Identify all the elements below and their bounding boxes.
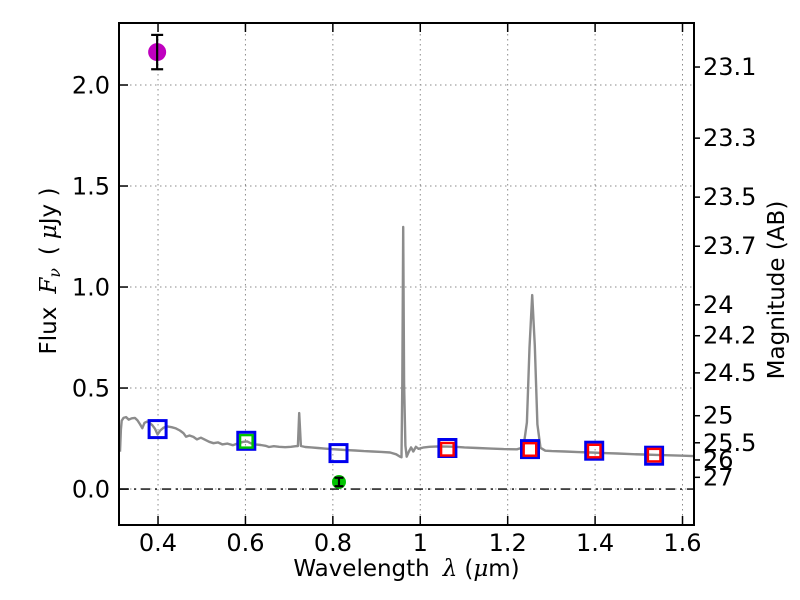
- mu-symbol: μ: [473, 556, 489, 582]
- x-axis-label: Wavelength λ (μm): [120, 556, 693, 582]
- y-right-tick-label: 23.3: [703, 124, 756, 152]
- x-tick-label: 1.2: [489, 529, 527, 557]
- flux-symbol: F: [35, 277, 62, 294]
- observed-flux-square-blue: [328, 443, 349, 464]
- y-right-tick-label: 23.1: [703, 53, 756, 81]
- lambda-symbol: λ: [442, 556, 458, 582]
- x-axis-unit-open: (: [464, 556, 474, 582]
- y-right-tick-label: 24.2: [703, 322, 756, 350]
- model-flux-square-red: [439, 441, 455, 457]
- y-right-tick-label: 23.7: [703, 232, 756, 260]
- y-axis-right-label: Magnitude (AB): [764, 201, 790, 380]
- model-flux-square-red: [646, 447, 662, 463]
- y-left-tick-label: 1.5: [72, 173, 110, 201]
- y-right-tick-label: 25.5: [703, 429, 756, 457]
- observed-flux-square-blue: [236, 430, 257, 451]
- y-right-tick-label: 27: [703, 463, 734, 491]
- y-right-tick-label: 24.5: [703, 359, 756, 387]
- observed-flux-square-blue: [147, 419, 168, 440]
- x-tick-label: 0.6: [226, 529, 264, 557]
- model-flux-square-red: [586, 443, 602, 459]
- x-tick-label: 0.4: [139, 529, 177, 557]
- y-right-tick-label: 26: [703, 446, 734, 474]
- y-axis-unit-open: (: [35, 246, 62, 256]
- y-axis-left-label: Flux Fν ( μJy ): [36, 188, 64, 355]
- observed-flux-square-blue: [644, 445, 665, 466]
- y-right-tick-label: 24: [703, 291, 734, 319]
- y-axis-unit-close: Jy ): [35, 187, 62, 225]
- y-left-tick-label: 0.5: [72, 375, 110, 403]
- x-axis-unit-close: m): [488, 556, 520, 582]
- model-flux-square-red: [522, 442, 538, 457]
- x-tick-label: 1.6: [663, 529, 701, 557]
- model-spectrum-line: [118, 225, 694, 459]
- x-tick-label: 0.8: [314, 529, 352, 557]
- y-left-tick-label: 0.0: [72, 476, 110, 504]
- y-left-tick-label: 1.0: [72, 274, 110, 302]
- mu-symbol: μ: [35, 224, 62, 240]
- observed-flux-square-blue: [520, 439, 540, 460]
- y-axis-left-label-text: Flux: [35, 306, 62, 355]
- x-tick-label: 1: [413, 529, 428, 557]
- y-left-tick-label: 2.0: [72, 72, 110, 100]
- nu-subscript: ν: [45, 268, 65, 278]
- observed-flux-square-blue: [584, 440, 605, 461]
- y-axis-right-label-text: Magnitude (AB): [764, 200, 790, 380]
- x-axis-label-text: Wavelength: [293, 556, 430, 582]
- x-tick-label: 1.4: [576, 529, 614, 557]
- y-right-tick-label: 23.5: [703, 183, 756, 211]
- plot-border: [118, 22, 695, 526]
- y-right-tick-label: 25: [703, 402, 734, 430]
- model-flux-square-green: [238, 433, 254, 449]
